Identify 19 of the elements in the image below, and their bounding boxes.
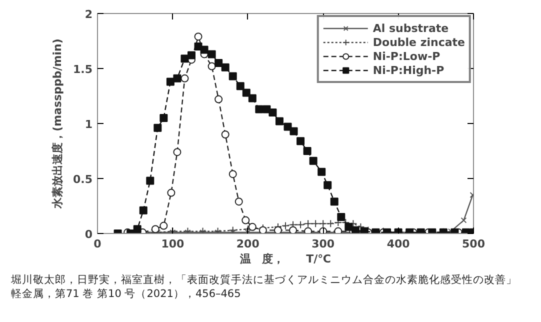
legend-label: Ni-P:Low-P	[372, 49, 440, 63]
y-tick-label: 2	[84, 8, 92, 21]
text: 軽金属，第71 巻 第10 号（2021），456–465	[11, 288, 241, 300]
x-tick-label: 0	[94, 238, 102, 250]
legend-label: Al substrate	[372, 21, 449, 35]
x-tick-label: 500	[462, 238, 486, 250]
legend-label: Ni-P:High-P	[372, 63, 444, 77]
x-tick-label: 400	[386, 238, 410, 250]
y-tick-label: 0	[84, 228, 93, 241]
legend-label: Double zincate	[372, 35, 465, 49]
x-tick-label: 100	[161, 238, 185, 250]
x-tick-label: 200	[236, 238, 260, 250]
y-tick-label: 1.5	[73, 63, 93, 76]
y-axis-title: 水素放出速度，(massppb/min)	[51, 38, 64, 210]
x-axis-title: 温 度， T/℃	[239, 252, 331, 266]
y-tick-label: 0.5	[73, 173, 93, 186]
text: 堀川敬太郎，日野実，福室直樹，「表面改質手法に基づくアルミニウム合金の水素脆化感受性の改善」	[11, 274, 517, 286]
y-tick-label: 1	[84, 118, 92, 131]
x-tick-label: 300	[312, 238, 335, 250]
